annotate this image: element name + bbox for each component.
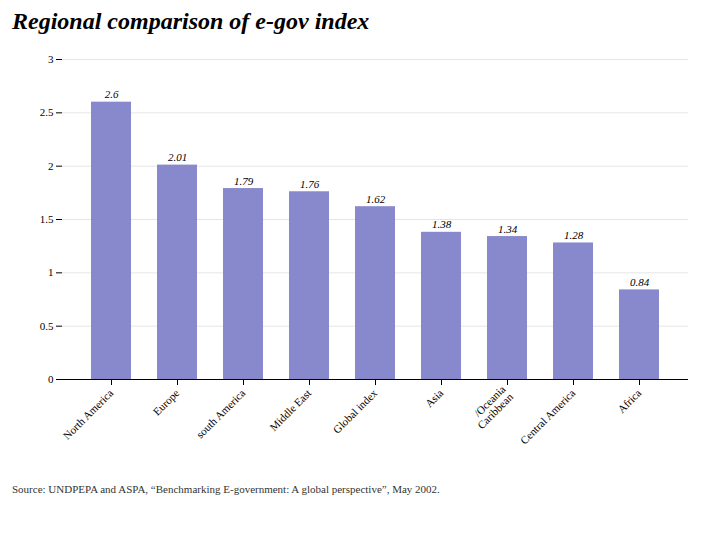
svg-text:/OceaniaCaribbean: /OceaniaCaribbean bbox=[467, 383, 516, 432]
svg-text:2.6: 2.6 bbox=[105, 88, 119, 100]
svg-text:1.62: 1.62 bbox=[366, 193, 386, 205]
svg-text:1.5: 1.5 bbox=[40, 213, 54, 225]
html-text:Regional comparison of e-gov i: Regional comparison of e-gov index bbox=[12, 8, 370, 34]
svg-text:1.34: 1.34 bbox=[498, 223, 518, 235]
svg-text:Global index: Global index bbox=[331, 386, 380, 435]
svg-text:Africa: Africa bbox=[615, 387, 643, 415]
svg-text:0.5: 0.5 bbox=[40, 320, 54, 332]
svg-text:1.76: 1.76 bbox=[300, 178, 320, 190]
svg-text:Central America: Central America bbox=[518, 387, 578, 447]
svg-text:2.5: 2.5 bbox=[40, 106, 54, 118]
svg-text:2.01: 2.01 bbox=[168, 151, 187, 163]
svg-text:1.28: 1.28 bbox=[564, 229, 584, 241]
svg-text:0.84: 0.84 bbox=[630, 276, 650, 288]
svg-text:1: 1 bbox=[48, 266, 54, 278]
svg-text:1.38: 1.38 bbox=[432, 218, 452, 230]
html-text:Source: UNDPEPA and ASPA, “Ben: Source: UNDPEPA and ASPA, “Benchmarking … bbox=[12, 483, 440, 495]
svg-text:south America: south America bbox=[194, 387, 248, 441]
svg-text:Asia: Asia bbox=[423, 387, 446, 410]
svg-text:0: 0 bbox=[48, 373, 54, 385]
svg-text:Europe: Europe bbox=[150, 387, 181, 418]
svg-text:1.79: 1.79 bbox=[234, 175, 254, 187]
svg-text:Middle East: Middle East bbox=[267, 387, 313, 433]
svg-text:2: 2 bbox=[48, 160, 54, 172]
svg-text:North America: North America bbox=[60, 387, 115, 442]
svg-text:3: 3 bbox=[48, 53, 54, 65]
